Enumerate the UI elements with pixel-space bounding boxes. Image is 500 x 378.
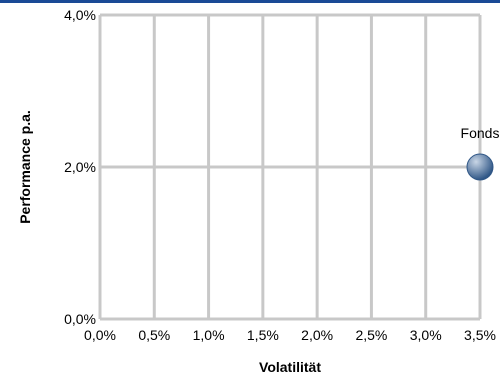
y-tick-label: 4,0% <box>64 7 96 23</box>
y-axis-ticks: 0,0% 2,0% 4,0% <box>64 7 96 327</box>
x-tick-label: 2,5% <box>355 327 387 343</box>
data-points: Fonds <box>461 125 500 181</box>
x-tick-label: 3,0% <box>410 327 442 343</box>
x-axis-ticks: 0,0% 0,5% 1,0% 1,5% 2,0% 2,5% 3,0% 3,5% <box>84 327 496 343</box>
y-tick-label: 0,0% <box>64 311 96 327</box>
x-tick-label: 1,5% <box>247 327 279 343</box>
x-tick-label: 3,5% <box>464 327 496 343</box>
x-tick-label: 1,0% <box>193 327 225 343</box>
x-tick-label: 0,0% <box>84 327 116 343</box>
data-point-label: Fonds <box>461 125 500 141</box>
x-axis-title: Volatilität <box>259 359 321 375</box>
x-tick-label: 0,5% <box>138 327 170 343</box>
y-axis-title: Performance p.a. <box>17 110 33 224</box>
x-tick-label: 2,0% <box>301 327 333 343</box>
grid <box>98 13 482 321</box>
top-rule <box>0 0 500 3</box>
data-point <box>466 153 494 181</box>
y-tick-label: 2,0% <box>64 159 96 175</box>
